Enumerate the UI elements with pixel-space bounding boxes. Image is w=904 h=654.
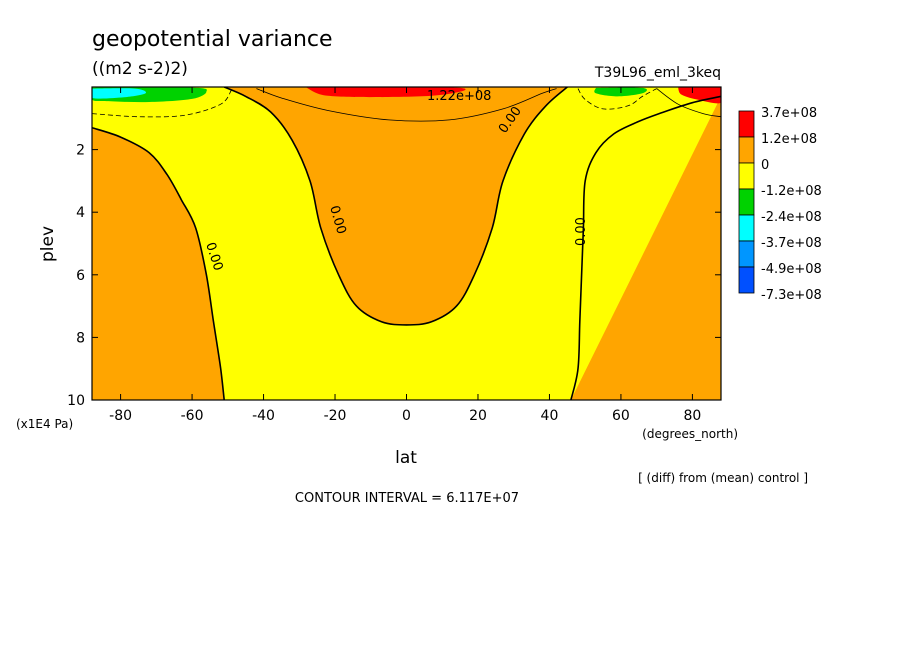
colorbar-label: -4.9e+08 [761,262,822,277]
x-tick-label: -40 [252,408,275,424]
contour-label-positive: 1.22e+08 [427,89,491,104]
x-tick-label: -80 [109,408,132,424]
y-axis-ticks: 2 4 6 8 10 [67,143,721,409]
x-tick-label: 20 [469,408,487,424]
colorbar-swatch [738,136,755,164]
colorbar-swatch [738,214,755,242]
x-tick-label: 60 [612,408,630,424]
x-tick-label: -20 [324,408,347,424]
y-axis-units: (x1E4 Pa) [16,417,73,431]
chart-units: ((m2 s-2)2) [92,59,188,79]
x-axis-label: lat [395,448,417,468]
colorbar-swatch [738,162,755,190]
colorbar-swatch [738,110,755,138]
zero-contour-center [223,87,568,326]
negative-region [92,87,721,400]
x-axis-ticks: -80 -60 -40 -20 0 20 40 60 80 [109,87,701,424]
positive-contour-line [256,88,557,122]
y-axis-label: plev [38,226,58,262]
x-tick-label: 40 [541,408,559,424]
note-text: [ (diff) from (mean) control ] [638,471,808,485]
x-tick-label: 0 [402,408,411,424]
y-tick-label: 6 [76,268,85,284]
colorbar-label: -3.7e+08 [761,236,822,251]
colorbar-swatch [738,240,755,268]
colorbar-label: 1.2e+08 [761,132,817,147]
negative-contour-line-nh [577,88,657,110]
positive-contour-line-nh [656,88,721,118]
chart-title: geopotential variance [92,27,333,52]
y-tick-label: 8 [76,330,85,346]
colorbar-swatch [738,266,755,294]
zero-contour-sh [92,126,225,400]
experiment-label: T39L96_eml_3keq [594,65,721,81]
colorbar-label: -1.2e+08 [761,184,822,199]
colorbar-label: 0 [761,158,769,173]
sh-strong-negative-blob [92,88,147,99]
negative-contour-line-sh [92,89,232,118]
contour-label-nh: 0.00 [574,217,589,246]
y-tick-label: 2 [76,143,85,159]
zero-contour-nh [570,95,721,400]
x-axis-units: (degrees_north) [642,427,738,441]
x-tick-label: -60 [181,408,204,424]
y-tick-label: 4 [76,205,85,221]
colorbar: 3.7e+08 1.2e+08 0 -1.2e+08 -2.4e+08 -3.7e+08 -… [738,106,822,303]
colorbar-label: -7.3e+08 [761,288,822,303]
contour-interval: CONTOUR INTERVAL = 6.117E+07 [295,491,519,506]
x-tick-label: 80 [683,408,701,424]
y-tick-label: 10 [67,393,85,409]
colorbar-swatch [738,188,755,216]
top-positive-blob [306,87,466,98]
colorbar-label: -2.4e+08 [761,210,822,225]
colorbar-label: 3.7e+08 [761,106,817,121]
